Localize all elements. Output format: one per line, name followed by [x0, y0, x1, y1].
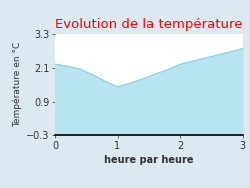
Title: Evolution de la température: Evolution de la température [55, 18, 242, 31]
Y-axis label: Température en °C: Température en °C [12, 42, 22, 127]
X-axis label: heure par heure: heure par heure [104, 155, 194, 165]
